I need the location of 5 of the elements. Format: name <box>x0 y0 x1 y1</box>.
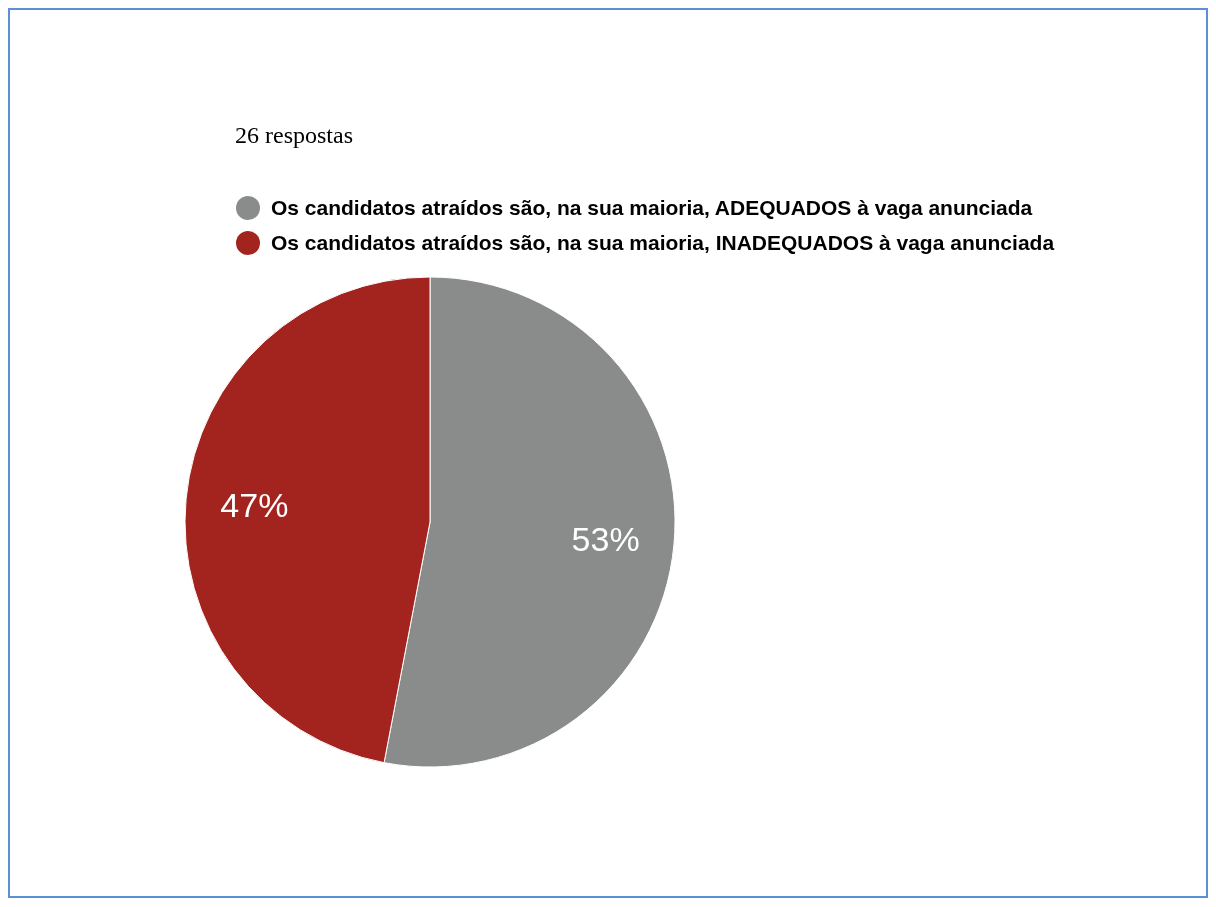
legend-label: Os candidatos atraídos são, na sua maioria, INADEQUADOS à vaga anunciada <box>271 230 1055 255</box>
chart-title: 26 respostas <box>235 122 353 149</box>
data-label: 47% <box>220 486 289 525</box>
legend-label: Os candidatos atraídos são, na sua maioria, ADEQUADOS à vaga anunciada <box>271 195 1033 220</box>
data-label: 53% <box>571 519 640 558</box>
